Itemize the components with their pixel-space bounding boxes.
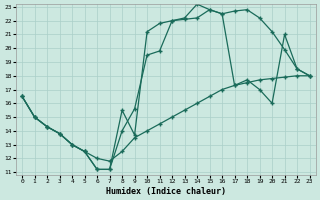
X-axis label: Humidex (Indice chaleur): Humidex (Indice chaleur) — [106, 187, 226, 196]
